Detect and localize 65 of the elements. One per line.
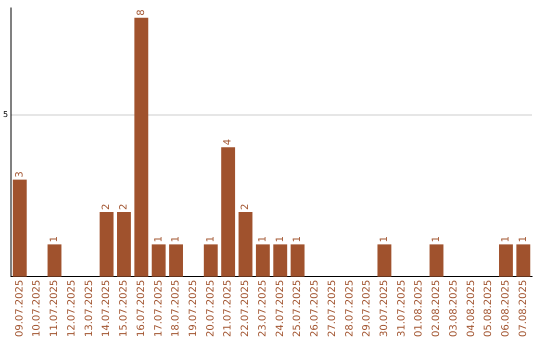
x-tick-label: 03.08.2025 [448, 280, 460, 338]
x-tick-label: 24.07.2025 [274, 280, 286, 338]
x-tick-label: 19.07.2025 [188, 280, 199, 338]
data-label: 1 [257, 236, 268, 242]
bar [221, 147, 236, 277]
x-tick-label: 18.07.2025 [170, 280, 182, 338]
bar [516, 244, 530, 277]
x-tick-label: 21.07.2025 [222, 280, 234, 338]
x-tick-label: 27.07.2025 [326, 280, 338, 338]
x-tick-label: 23.07.2025 [257, 280, 268, 338]
x-tick-label: 16.07.2025 [136, 280, 147, 338]
x-tick-label: 06.08.2025 [500, 280, 512, 338]
bar [238, 212, 252, 277]
x-tick-label: 02.08.2025 [431, 280, 442, 338]
x-tick-label: 13.07.2025 [84, 280, 95, 338]
data-label: 1 [379, 236, 390, 242]
data-label: 1 [500, 236, 512, 242]
bar [100, 212, 114, 277]
x-tick-label: 22.07.2025 [240, 280, 252, 338]
x-tick-label: 05.08.2025 [483, 280, 494, 338]
x-tick-label: 29.07.2025 [362, 280, 373, 338]
x-tick-label: 25.07.2025 [292, 280, 304, 338]
data-label: 2 [118, 204, 130, 210]
data-label: 2 [101, 204, 112, 210]
data-label: 1 [431, 236, 442, 242]
bar [430, 244, 444, 277]
bar [290, 244, 305, 277]
data-label: 3 [14, 171, 26, 178]
data-label: 2 [240, 204, 252, 210]
data-label: 1 [518, 236, 529, 242]
x-tick-label: 30.07.2025 [379, 280, 390, 338]
x-tick-label: 14.07.2025 [101, 280, 112, 338]
x-tick-label: 01.08.2025 [414, 280, 425, 338]
data-label: 4 [222, 138, 234, 146]
data-label: 1 [205, 236, 216, 242]
data-label: 1 [170, 236, 182, 242]
data-label: 1 [274, 236, 286, 242]
bar [499, 244, 513, 277]
x-tick-label: 17.07.2025 [153, 280, 164, 338]
x-tick-label: 20.07.2025 [205, 280, 216, 338]
bar [134, 18, 148, 277]
data-label: 1 [153, 236, 164, 242]
x-tick-label: 11.07.2025 [49, 280, 60, 338]
x-tick-label: 28.07.2025 [344, 280, 356, 338]
bar [169, 244, 183, 277]
x-tick-label: 26.07.2025 [310, 280, 321, 338]
x-tick-label: 09.07.2025 [14, 280, 26, 338]
x-tick-label: 04.08.2025 [466, 280, 477, 338]
x-tick-label: 07.08.2025 [518, 280, 529, 338]
x-tick-label: 12.07.2025 [66, 280, 78, 338]
data-label: 1 [292, 236, 304, 242]
y-tick-label: 5 [2, 110, 8, 119]
x-tick-label: 15.07.2025 [118, 280, 130, 338]
bar [152, 244, 166, 277]
bar [48, 244, 62, 277]
bar [273, 244, 288, 277]
x-tick-label: 10.07.2025 [32, 280, 43, 338]
data-label: 8 [136, 9, 147, 16]
bar [377, 244, 392, 277]
bar [12, 180, 27, 277]
bar [204, 244, 218, 277]
bar [256, 244, 270, 277]
data-label: 1 [49, 236, 60, 242]
x-tick-label: 31.07.2025 [396, 280, 408, 338]
bar [117, 212, 131, 277]
